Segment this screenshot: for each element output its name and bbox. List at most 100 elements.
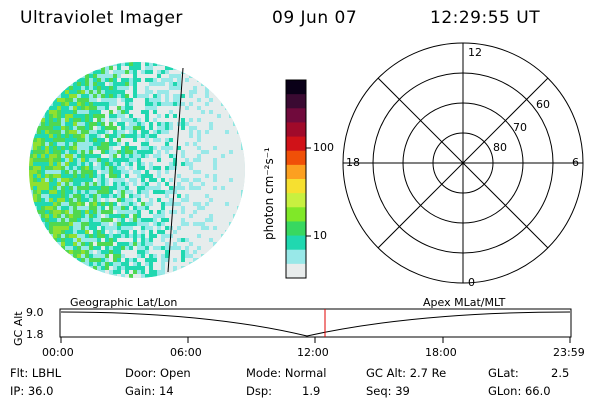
disk-pixel xyxy=(85,214,89,218)
disk-pixel xyxy=(213,126,217,130)
disk-pixel xyxy=(85,250,89,254)
disk-pixel xyxy=(69,138,73,142)
disk-pixel xyxy=(189,130,193,134)
disk-pixel xyxy=(97,70,101,74)
disk-pixel xyxy=(93,254,97,258)
disk-pixel xyxy=(73,154,77,158)
disk-pixel xyxy=(37,182,41,186)
disk-pixel xyxy=(153,78,157,82)
disk-pixel xyxy=(129,206,133,210)
disk-pixel xyxy=(81,90,85,94)
disk-pixel xyxy=(105,110,109,114)
disk-pixel xyxy=(69,154,73,158)
mode-value: Mode: Normal xyxy=(246,366,327,380)
disk-pixel xyxy=(77,82,81,86)
disk-pixel xyxy=(85,190,89,194)
disk-pixel xyxy=(129,114,133,118)
disk-pixel xyxy=(133,98,137,102)
disk-pixel xyxy=(205,182,209,186)
disk-pixel xyxy=(193,254,197,258)
disk-pixel xyxy=(177,94,181,98)
disk-pixel xyxy=(97,210,101,214)
disk-pixel xyxy=(217,150,221,154)
disk-pixel xyxy=(141,142,145,146)
disk-pixel xyxy=(197,102,201,106)
disk-pixel xyxy=(137,166,141,170)
disk-pixel xyxy=(93,178,97,182)
disk-pixel xyxy=(137,106,141,110)
disk-pixel xyxy=(137,258,141,262)
disk-pixel xyxy=(197,194,201,198)
disk-pixel xyxy=(213,154,217,158)
disk-pixel xyxy=(149,218,153,222)
disk-pixel xyxy=(61,218,65,222)
disk-pixel xyxy=(53,146,57,150)
disk-pixel xyxy=(89,78,93,82)
disk-pixel xyxy=(189,122,193,126)
disk-pixel xyxy=(137,150,141,154)
disk-pixel xyxy=(177,250,181,254)
disk-pixel xyxy=(161,78,165,82)
disk-pixel xyxy=(125,118,129,122)
disk-pixel xyxy=(181,246,185,250)
disk-pixel xyxy=(49,202,53,206)
disk-pixel xyxy=(201,186,205,190)
disk-pixel xyxy=(137,158,141,162)
disk-pixel xyxy=(37,166,41,170)
disk-pixel xyxy=(181,154,185,158)
disk-pixel xyxy=(133,162,137,166)
disk-pixel xyxy=(161,86,165,90)
disk-pixel xyxy=(145,242,149,246)
colorbar-segment xyxy=(286,179,306,194)
disk-pixel xyxy=(117,198,121,202)
disk-pixel xyxy=(169,178,173,182)
disk-pixel xyxy=(89,158,93,162)
disk-pixel xyxy=(149,94,153,98)
disk-pixel xyxy=(225,218,229,222)
disk-pixel xyxy=(69,134,73,138)
disk-pixel xyxy=(137,242,141,246)
disk-pixel xyxy=(225,114,229,118)
disk-pixel xyxy=(121,78,125,82)
disk-pixel xyxy=(33,170,37,174)
disk-pixel xyxy=(165,222,169,226)
disk-pixel xyxy=(89,98,93,102)
disk-pixel xyxy=(73,170,77,174)
disk-pixel xyxy=(169,122,173,126)
disk-pixel xyxy=(125,226,129,230)
disk-pixel xyxy=(177,70,181,74)
disk-pixel xyxy=(209,182,213,186)
disk-pixel xyxy=(57,150,61,154)
disk-pixel xyxy=(149,74,153,78)
disk-pixel xyxy=(229,118,233,122)
disk-pixel xyxy=(177,206,181,210)
disk-pixel xyxy=(125,178,129,182)
disk-pixel xyxy=(73,82,77,86)
disk-pixel xyxy=(69,118,73,122)
disk-pixel xyxy=(73,198,77,202)
disk-pixel xyxy=(105,174,109,178)
disk-pixel xyxy=(221,110,225,114)
disk-pixel xyxy=(113,190,117,194)
disk-pixel xyxy=(197,86,201,90)
disk-pixel xyxy=(173,210,177,214)
disk-pixel xyxy=(69,114,73,118)
disk-pixel xyxy=(169,114,173,118)
disk-pixel xyxy=(93,214,97,218)
disk-pixel xyxy=(161,154,165,158)
disk-pixel xyxy=(113,74,117,78)
disk-pixel xyxy=(97,190,101,194)
disk-pixel xyxy=(81,194,85,198)
disk-pixel xyxy=(45,130,49,134)
disk-pixel xyxy=(97,266,101,270)
disk-pixel xyxy=(165,86,169,90)
disk-pixel xyxy=(89,90,93,94)
disk-pixel xyxy=(113,142,117,146)
disk-pixel xyxy=(125,170,129,174)
disk-pixel xyxy=(77,226,81,230)
disk-pixel xyxy=(89,190,93,194)
disk-pixel xyxy=(133,202,137,206)
disk-pixel xyxy=(133,142,137,146)
disk-pixel xyxy=(125,162,129,166)
disk-pixel xyxy=(41,210,45,214)
